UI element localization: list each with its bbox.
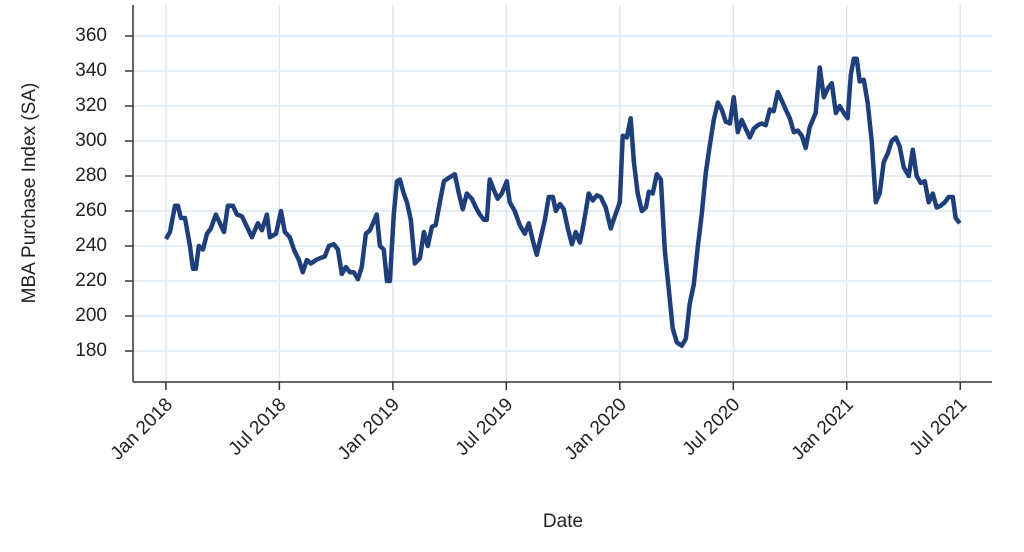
y-tick-label: 320 [75, 95, 107, 116]
x-tick-label: Jul 2020 [679, 394, 745, 460]
y-tick-label: 300 [75, 130, 107, 151]
y-tick-label: 360 [75, 25, 107, 46]
x-tick-label: Jul 2019 [452, 394, 518, 460]
x-tick-label: Jan 2021 [788, 394, 858, 464]
x-tick-label: Jul 2021 [906, 394, 972, 460]
y-tick-label: 180 [75, 340, 107, 361]
x-tick-label: Jul 2018 [225, 394, 291, 460]
y-tick-label: 240 [75, 235, 107, 256]
y-axis-title: MBA Purchase Index (SA) [19, 83, 40, 304]
y-tick-label: 280 [75, 165, 107, 186]
line [163, 56, 962, 349]
y-tick-label: 340 [75, 60, 107, 81]
y-tick-label: 260 [75, 200, 107, 221]
x-tick-label: Jan 2018 [107, 394, 177, 464]
y-tick-label: 220 [75, 270, 107, 291]
x-axis-title: Date [543, 511, 583, 532]
x-tick-label: Jan 2019 [334, 394, 404, 464]
x-tick-label: Jan 2020 [561, 394, 631, 464]
y-tick-label: 200 [75, 305, 107, 326]
